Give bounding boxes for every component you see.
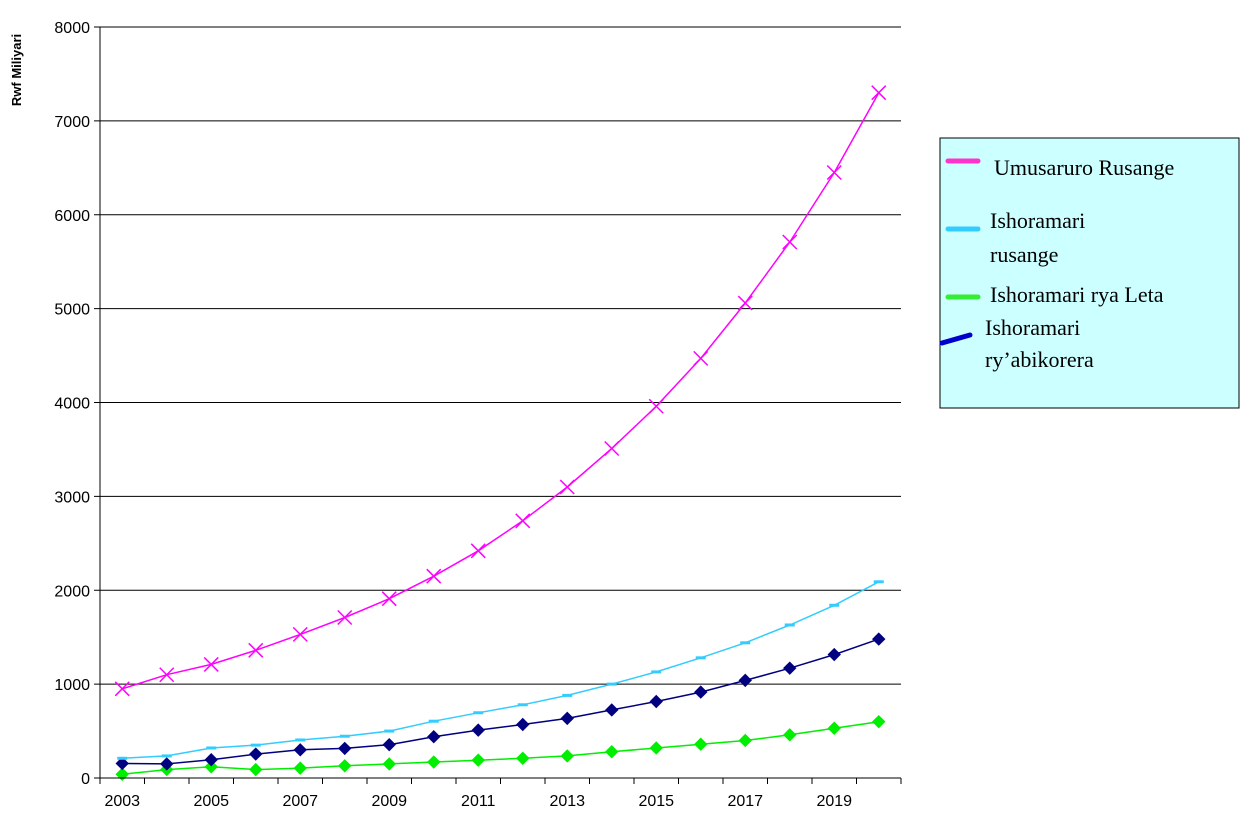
point-umusaruro-rusange-2019 [827, 166, 841, 180]
point-ishoramari-rya-leta-2010 [428, 756, 440, 768]
series-line-ishoramari-rusange [122, 582, 879, 759]
series-line-umusaruro-rusange [122, 93, 879, 689]
point-umusaruro-rusange-2012 [516, 514, 530, 528]
point-umusaruro-rusange-2007 [293, 627, 307, 641]
point-ishoramari-rya-leta-2009 [383, 758, 395, 770]
legend: Umusaruro Rusange Ishoramari rusange Ish… [940, 138, 1239, 408]
point-umusaruro-rusange-2014 [605, 441, 619, 455]
legend-label-ishoramari-ryabikorera-line1: Ishoramari [985, 315, 1080, 340]
point-umusaruro-rusange-2016 [694, 351, 708, 365]
legend-label-ishoramari-rya-leta: Ishoramari rya Leta [990, 282, 1164, 307]
y-tick-label-1000: 1000 [54, 677, 90, 694]
point-ishoramari-rya-leta-2018 [784, 729, 796, 741]
point-umusaruro-rusange-2020 [872, 86, 886, 100]
point-ishoramari-rya-leta-2016 [695, 738, 707, 750]
y-tick-label-0: 0 [81, 771, 90, 788]
point-ishoramari-rya-leta-2007 [294, 762, 306, 774]
point-ishoramari-rya-leta-2020 [873, 716, 885, 728]
point-ishoramari-ryabikorera-2007 [294, 744, 306, 756]
point-ishoramari-rya-leta-2012 [517, 752, 529, 764]
x-tick-label-2013: 2013 [549, 793, 585, 810]
y-tick-label-3000: 3000 [54, 489, 90, 506]
series-line-ishoramari-rya-leta [122, 722, 879, 775]
point-ishoramari-rya-leta-2014 [606, 746, 618, 758]
y-axis-label: Rwf Miliyari [9, 34, 24, 106]
x-tick-label-2015: 2015 [638, 793, 674, 810]
point-umusaruro-rusange-2017 [738, 296, 752, 310]
point-umusaruro-rusange-2013 [560, 480, 574, 494]
point-ishoramari-rya-leta-2011 [472, 754, 484, 766]
point-umusaruro-rusange-2004 [160, 668, 174, 682]
point-umusaruro-rusange-2009 [382, 592, 396, 606]
point-ishoramari-ryabikorera-2012 [517, 718, 529, 730]
point-ishoramari-ryabikorera-2009 [383, 739, 395, 751]
x-tick-label-2009: 2009 [371, 793, 407, 810]
legend-label-ishoramari-rusange-line1: Ishoramari [990, 208, 1085, 233]
y-tick-label-4000: 4000 [54, 396, 90, 413]
x-axis-ticks: 2003 2005 2007 2009 2011 2013 2015 2017 2019 [100, 778, 901, 810]
point-ishoramari-rya-leta-2015 [650, 742, 662, 754]
point-ishoramari-rya-leta-2013 [561, 750, 573, 762]
point-ishoramari-rya-leta-2006 [250, 764, 262, 776]
point-ishoramari-ryabikorera-2018 [784, 662, 796, 674]
point-ishoramari-ryabikorera-2019 [828, 649, 840, 661]
point-ishoramari-ryabikorera-2014 [606, 704, 618, 716]
point-ishoramari-rya-leta-2019 [828, 722, 840, 734]
series-line-ishoramari-ryabikorera [122, 639, 879, 764]
point-ishoramari-ryabikorera-2015 [650, 695, 662, 707]
x-tick-label-2005: 2005 [193, 793, 229, 810]
x-tick-label-2017: 2017 [727, 793, 763, 810]
point-ishoramari-rya-leta-2017 [739, 734, 751, 746]
point-umusaruro-rusange-2010 [427, 569, 441, 583]
y-tick-label-5000: 5000 [54, 302, 90, 319]
point-ishoramari-ryabikorera-2005 [205, 754, 217, 766]
y-axis-ticks: 0 1000 2000 3000 4000 5000 6000 7000 8000 [54, 20, 100, 788]
point-ishoramari-ryabikorera-2016 [695, 686, 707, 698]
point-umusaruro-rusange-2018 [783, 235, 797, 249]
point-umusaruro-rusange-2011 [471, 544, 485, 558]
legend-label-ishoramari-rusange-line2: rusange [990, 242, 1058, 267]
x-tick-label-2007: 2007 [282, 793, 318, 810]
point-umusaruro-rusange-2008 [338, 610, 352, 624]
y-tick-label-2000: 2000 [54, 583, 90, 600]
point-ishoramari-ryabikorera-2006 [250, 748, 262, 760]
y-tick-label-7000: 7000 [54, 114, 90, 131]
point-ishoramari-ryabikorera-2020 [873, 633, 885, 645]
point-ishoramari-rya-leta-2008 [339, 760, 351, 772]
point-ishoramari-ryabikorera-2008 [339, 742, 351, 754]
y-tick-label-6000: 6000 [54, 208, 90, 225]
legend-label-umusaruro-rusange: Umusaruro Rusange [994, 155, 1174, 180]
point-umusaruro-rusange-2005 [204, 657, 218, 671]
point-umusaruro-rusange-2006 [249, 643, 263, 657]
point-umusaruro-rusange-2015 [649, 399, 663, 413]
series-markers [115, 86, 886, 781]
x-tick-label-2019: 2019 [816, 793, 852, 810]
point-ishoramari-ryabikorera-2010 [428, 731, 440, 743]
point-ishoramari-ryabikorera-2011 [472, 724, 484, 736]
x-tick-label-2003: 2003 [104, 793, 140, 810]
legend-label-ishoramari-ryabikorera-line2: ry’abikorera [985, 347, 1094, 372]
point-ishoramari-ryabikorera-2013 [561, 712, 573, 724]
series-lines [122, 93, 879, 775]
gridlines [100, 27, 901, 684]
x-tick-label-2011: 2011 [461, 793, 496, 810]
y-tick-label-8000: 8000 [54, 20, 90, 37]
